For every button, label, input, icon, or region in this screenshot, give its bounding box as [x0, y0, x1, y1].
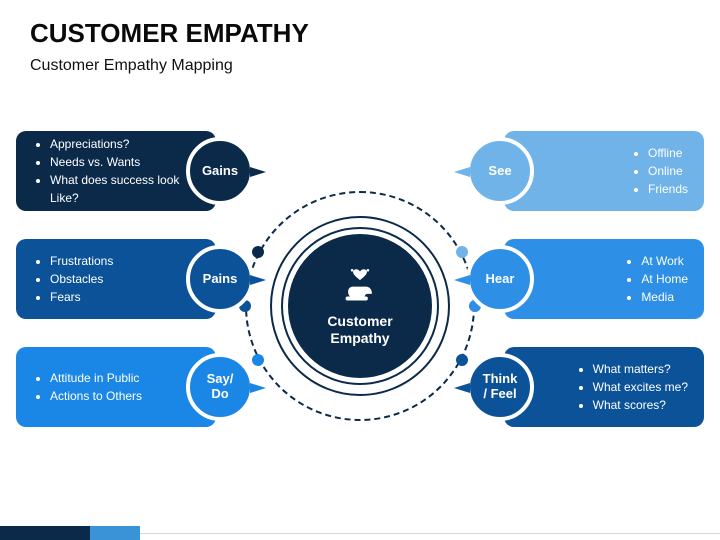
category-badge: Say/Do — [186, 353, 254, 421]
diagram-canvas: Customer Empathy Appreciations?Needs vs.… — [0, 91, 720, 521]
category-badge: Hear — [466, 245, 534, 313]
orbit-dot — [456, 354, 468, 366]
page-title: CUSTOMER EMPATHY — [30, 18, 690, 49]
right-card: What matters?What excites me?What scores… — [504, 347, 704, 427]
card-list-item: Media — [641, 288, 688, 306]
core-circle: Customer Empathy — [288, 234, 432, 378]
card-list-item: Friends — [648, 180, 688, 198]
card-list-item: What scores? — [593, 396, 688, 414]
footer-accent-dark — [0, 526, 90, 540]
card-list-item: What does success look Like? — [50, 171, 200, 207]
card-list-item: Online — [648, 162, 688, 180]
footer-accent-light — [90, 526, 140, 540]
connector-tail — [250, 275, 266, 285]
orbit-dot — [456, 246, 468, 258]
card-list-item: Offline — [648, 144, 688, 162]
card-list: OfflineOnlineFriends — [648, 144, 688, 198]
header: CUSTOMER EMPATHY Customer Empathy Mappin… — [0, 0, 720, 83]
card-list-item: Frustrations — [50, 252, 113, 270]
card-list-item: Attitude in Public — [50, 369, 142, 387]
card-list-item: What matters? — [593, 360, 688, 378]
core-label: Customer Empathy — [327, 313, 392, 348]
page-subtitle: Customer Empathy Mapping — [30, 57, 690, 75]
card-list-item: At Home — [641, 270, 688, 288]
category-badge: Pains — [186, 245, 254, 313]
card-list-item: Actions to Others — [50, 387, 142, 405]
connector-tail — [250, 383, 266, 393]
card-list: At WorkAt HomeMedia — [641, 252, 688, 306]
heart-hand-icon — [339, 265, 381, 307]
orbit-dot — [252, 354, 264, 366]
card-list-item: What excites me? — [593, 378, 688, 396]
right-card: At WorkAt HomeMedia — [504, 239, 704, 319]
connector-tail — [250, 167, 266, 177]
card-list: Appreciations?Needs vs. WantsWhat does s… — [50, 135, 200, 207]
card-list-item: Obstacles — [50, 270, 113, 288]
card-list-item: At Work — [641, 252, 688, 270]
category-badge: Think/ Feel — [466, 353, 534, 421]
card-list: Attitude in PublicActions to Others — [50, 369, 142, 405]
card-list-item: Needs vs. Wants — [50, 153, 200, 171]
connector-tail — [454, 167, 470, 177]
footer-line — [140, 533, 720, 534]
card-list-item: Appreciations? — [50, 135, 200, 153]
category-badge: Gains — [186, 137, 254, 205]
card-list: FrustrationsObstaclesFears — [50, 252, 113, 306]
connector-tail — [454, 275, 470, 285]
category-badge: See — [466, 137, 534, 205]
card-list: What matters?What excites me?What scores… — [593, 360, 688, 414]
center-hub: Customer Empathy — [245, 191, 475, 421]
right-card: OfflineOnlineFriends — [504, 131, 704, 211]
card-list-item: Fears — [50, 288, 113, 306]
connector-tail — [454, 383, 470, 393]
orbit-dot — [252, 246, 264, 258]
